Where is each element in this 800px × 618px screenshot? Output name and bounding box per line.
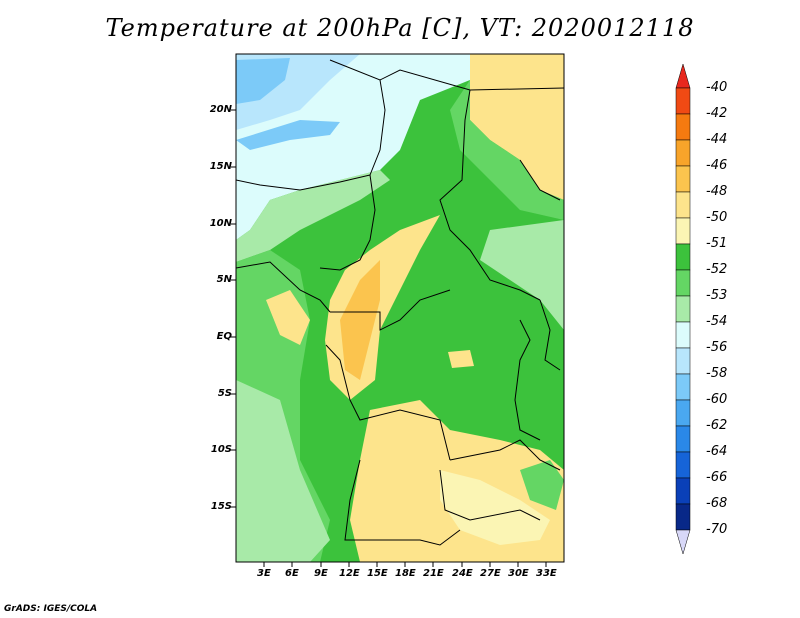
lat-label: 20N: [209, 104, 232, 115]
colorbar-label: -64: [706, 444, 728, 459]
border-line-3: [236, 174, 371, 191]
colorbar-label: -60: [706, 392, 728, 407]
border-line-12: [469, 87, 564, 91]
colorbar-segment: [675, 269, 691, 297]
field-southwest-light: [236, 380, 330, 562]
lon-label: 30E: [508, 568, 529, 579]
border-line-6: [325, 344, 451, 461]
colorbar-label: -40: [706, 80, 728, 95]
border-line-11: [539, 299, 561, 371]
colorbar-segment: [675, 503, 691, 531]
colorbar: [675, 63, 691, 555]
colorbar-segment: [675, 451, 691, 479]
temperature-field: [236, 54, 564, 562]
field-south-green: [520, 460, 564, 510]
colorbar-label: -46: [706, 158, 728, 173]
border-line-8: [344, 459, 461, 546]
lon-label: 15E: [367, 568, 388, 579]
colorbar-segment: [675, 113, 691, 141]
colorbar-label: -58: [706, 366, 728, 381]
lat-label: 15S: [210, 501, 232, 512]
lat-label: EQ: [216, 331, 232, 342]
colorbar-segment: [675, 347, 691, 375]
colorbar-label: -54: [706, 314, 728, 329]
colorbar-label: -70: [706, 522, 728, 537]
colorbar-label: -52: [706, 262, 728, 277]
colorbar-segment: [675, 321, 691, 349]
lon-label: 24E: [452, 568, 473, 579]
map-frame: [235, 53, 565, 563]
lat-label: 15N: [209, 161, 232, 172]
colorbar-bottom-arrow: [675, 529, 691, 555]
border-line-13: [519, 159, 561, 201]
colorbar-segment: [675, 399, 691, 427]
lon-label: 33E: [536, 568, 557, 579]
colorbar-segment: [675, 139, 691, 167]
lon-label: 3E: [257, 568, 271, 579]
field-central-warmer: [340, 260, 380, 380]
lat-label: 5S: [217, 388, 232, 399]
field-south-pale: [440, 470, 550, 545]
border-line-2: [319, 79, 386, 271]
field-east-light: [480, 220, 564, 330]
lat-label: 5N: [216, 274, 232, 285]
field-mid-northeast: [450, 80, 564, 220]
border-line-7: [449, 439, 561, 471]
border-line-1: [329, 59, 541, 301]
lat-label: 10N: [209, 218, 232, 229]
colorbar-label: -51: [706, 236, 728, 251]
lat-ticks: [231, 109, 236, 508]
colorbar-segment: [675, 191, 691, 219]
field-cold-band: [236, 120, 340, 150]
colorbar-label: -48: [706, 184, 728, 199]
colorbar-label: -53: [706, 288, 728, 303]
colorbar-segment: [675, 165, 691, 193]
border-line-4: [236, 261, 331, 313]
colorbar-label: -50: [706, 210, 728, 225]
colorbar-label: -56: [706, 340, 728, 355]
field-warm-northeast: [470, 54, 564, 200]
colorbar-segment: [675, 87, 691, 115]
map-title: Temperature at 200hPa [C], VT: 202001211…: [105, 14, 695, 42]
borders: [236, 59, 564, 546]
border-line-10: [514, 319, 541, 441]
colorbar-segment: [675, 425, 691, 453]
colorbar-segment: [675, 217, 691, 245]
colorbar-label: -62: [706, 418, 728, 433]
field-coast-warm: [266, 290, 310, 345]
colorbar-label: -44: [706, 132, 728, 147]
grads-credit: GrADS: IGES/COLA: [4, 604, 98, 614]
colorbar-label: -66: [706, 470, 728, 485]
lon-label: 27E: [480, 568, 501, 579]
border-line-9: [439, 469, 541, 521]
border-line-5: [330, 289, 451, 331]
colorbar-segment: [675, 243, 691, 271]
lon-label: 21E: [423, 568, 444, 579]
colorbar-top-arrow: [675, 63, 691, 89]
lon-ticks: [263, 562, 547, 567]
colorbar-segment: [675, 373, 691, 401]
colorbar-segment: [675, 477, 691, 505]
lat-label: 10S: [210, 444, 232, 455]
lon-label: 9E: [314, 568, 328, 579]
field-transition-north: [236, 170, 390, 262]
lon-label: 6E: [285, 568, 299, 579]
lon-label: 12E: [339, 568, 360, 579]
lon-label: 18E: [395, 568, 416, 579]
field-speckle: [448, 350, 474, 368]
colorbar-label: -42: [706, 106, 728, 121]
colorbar-segment: [675, 295, 691, 323]
field-coldest-northwest: [236, 58, 290, 104]
colorbar-label: -68: [706, 496, 728, 511]
